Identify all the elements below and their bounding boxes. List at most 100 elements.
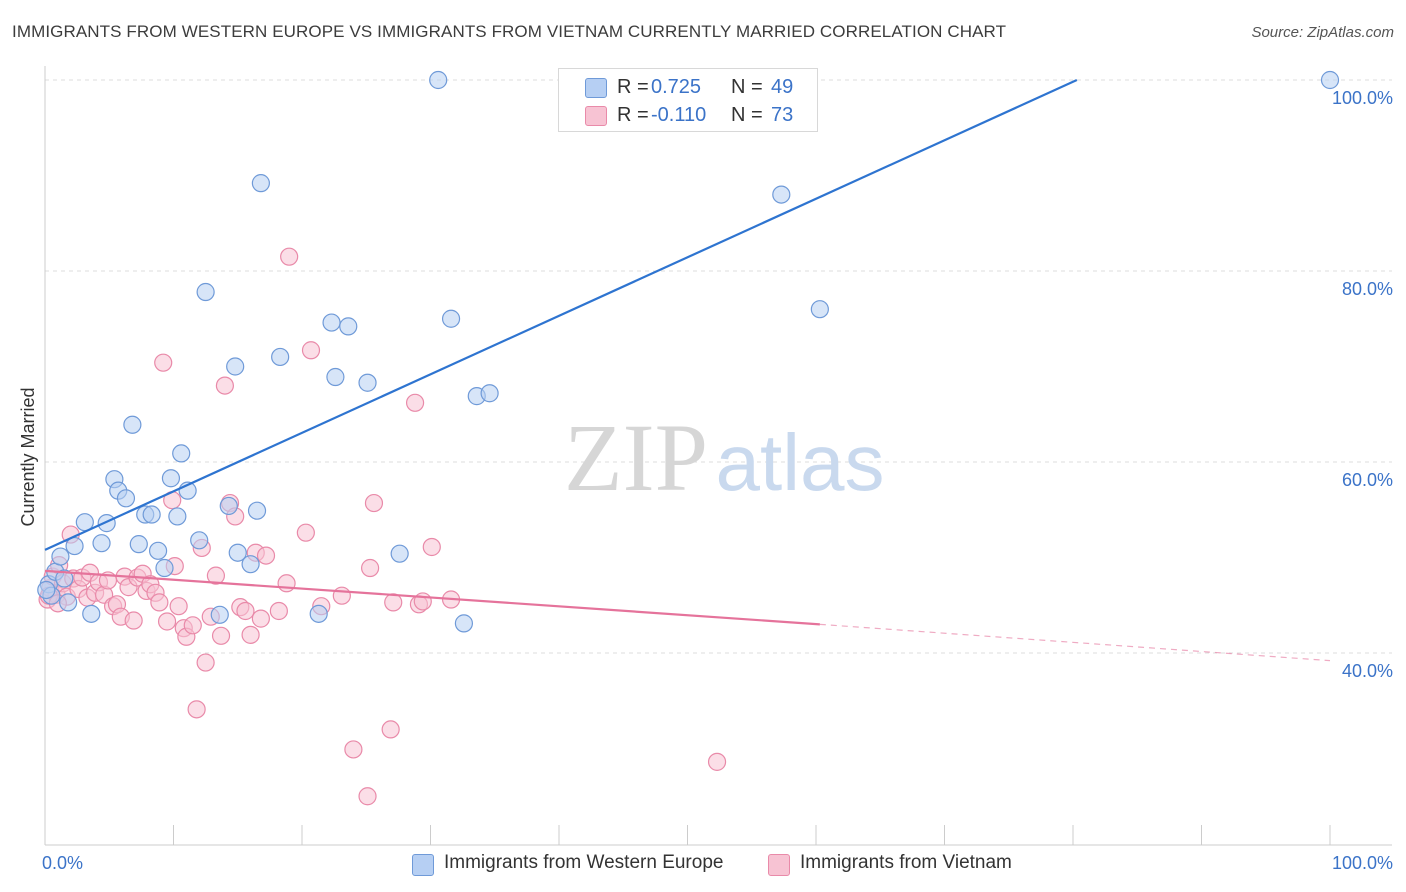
point-vietnam — [236, 601, 255, 621]
point-vietnam — [280, 247, 299, 266]
point-vietnam — [169, 597, 188, 616]
point-western-europe — [92, 534, 111, 553]
y-tick-label: 100.0% — [1332, 88, 1393, 108]
point-western-europe — [226, 357, 245, 376]
watermark: ZIP atlas — [564, 404, 884, 511]
n-value: 73 — [771, 104, 794, 126]
point-western-europe — [97, 514, 116, 533]
point-western-europe — [37, 580, 56, 600]
r-value: -0.110 — [651, 104, 707, 126]
point-vietnam — [358, 787, 377, 806]
r-label: R = — [617, 76, 649, 98]
legend-swatch-blue — [412, 854, 434, 876]
point-western-europe — [172, 444, 191, 463]
legend-swatch-pink — [585, 106, 607, 126]
point-vietnam — [183, 616, 202, 635]
point-vietnam — [124, 611, 143, 630]
point-vietnam — [381, 720, 400, 739]
point-western-europe — [454, 614, 474, 633]
r-value: 0.725 — [651, 76, 702, 98]
watermark-atlas: atlas — [716, 418, 885, 507]
point-vietnam — [361, 558, 380, 578]
legend-row-western-europe: R = 0.725 N = 49 — [559, 73, 817, 101]
chart-title: IMMIGRANTS FROM WESTERN EUROPE VS IMMIGR… — [12, 22, 1007, 41]
point-vietnam — [187, 700, 206, 719]
point-western-europe — [161, 469, 181, 488]
point-vietnam — [277, 574, 296, 593]
point-vietnam — [301, 341, 321, 360]
point-western-europe — [228, 543, 247, 562]
point-vietnam — [384, 593, 403, 612]
point-western-europe — [322, 313, 341, 332]
point-western-europe — [480, 384, 499, 403]
vietnam-points — [38, 247, 727, 806]
n-value: 49 — [771, 76, 794, 98]
point-western-europe — [129, 535, 148, 554]
point-western-europe — [155, 558, 174, 578]
point-vietnam — [241, 625, 260, 644]
point-western-europe — [247, 501, 267, 520]
point-western-europe — [51, 547, 70, 566]
point-vietnam — [344, 740, 363, 759]
point-vietnam — [296, 523, 315, 542]
point-western-europe — [241, 555, 260, 574]
western-europe-points — [37, 70, 1340, 633]
point-western-europe — [390, 544, 409, 563]
point-western-europe — [271, 347, 290, 367]
point-western-europe — [148, 541, 168, 560]
point-western-europe — [82, 604, 101, 623]
point-western-europe — [116, 489, 136, 508]
point-western-europe — [142, 505, 161, 524]
point-western-europe — [309, 604, 328, 623]
x-tick-label: 100.0% — [1332, 853, 1393, 873]
point-western-europe — [123, 415, 142, 434]
point-vietnam — [364, 493, 384, 513]
r-label: R = — [617, 104, 649, 126]
axes — [44, 66, 1392, 846]
point-vietnam — [707, 752, 727, 771]
legend-swatch-pink — [768, 854, 790, 876]
trend-lines — [44, 78, 1331, 662]
point-vietnam — [251, 609, 270, 628]
point-vietnam — [215, 376, 234, 395]
watermark-zip: ZIP — [564, 404, 708, 511]
trend-line-vietnam — [44, 569, 820, 626]
y-tick-label: 80.0% — [1342, 279, 1393, 299]
point-western-europe — [326, 367, 345, 387]
y-tick-label: 40.0% — [1342, 661, 1393, 681]
grid-lines — [45, 79, 1392, 654]
y-axis-label: Currently Married — [18, 387, 38, 526]
legend-swatch-blue — [585, 78, 607, 98]
n-label: N = — [731, 104, 763, 126]
point-vietnam — [154, 353, 173, 372]
point-western-europe — [339, 317, 358, 336]
trend-line-extension — [819, 623, 1331, 662]
point-western-europe — [1320, 70, 1340, 90]
legend-row-vietnam: R = -0.110 N = 73 — [559, 101, 817, 129]
point-vietnam — [206, 566, 226, 585]
x-tick-label: 0.0% — [42, 853, 83, 873]
point-vietnam — [150, 593, 169, 612]
point-vietnam — [422, 537, 441, 557]
point-vietnam — [196, 653, 215, 672]
point-western-europe — [196, 282, 215, 302]
source-label: Source: ZipAtlas.com — [1251, 24, 1394, 41]
legend-label: Immigrants from Western Europe — [444, 852, 724, 873]
series-legend: Immigrants from Western Europe Immigrant… — [0, 852, 1406, 878]
point-western-europe — [441, 309, 461, 328]
tick-labels: 40.0% 60.0% 80.0% 100.0% 0.0% 100.0% — [42, 88, 1393, 873]
point-western-europe — [210, 605, 229, 624]
point-vietnam — [332, 586, 351, 605]
point-western-europe — [429, 70, 448, 90]
point-western-europe — [810, 300, 829, 319]
point-western-europe — [772, 185, 791, 204]
point-vietnam — [256, 546, 276, 565]
point-western-europe — [55, 569, 74, 588]
point-western-europe — [219, 496, 238, 516]
point-western-europe — [168, 507, 187, 526]
point-western-europe — [190, 531, 209, 550]
correlation-legend: R = 0.725 N = 49 R = -0.110 N = 73 — [558, 68, 818, 132]
point-vietnam — [269, 601, 288, 621]
legend-label: Immigrants from Vietnam — [800, 852, 1012, 873]
n-label: N = — [731, 76, 763, 98]
